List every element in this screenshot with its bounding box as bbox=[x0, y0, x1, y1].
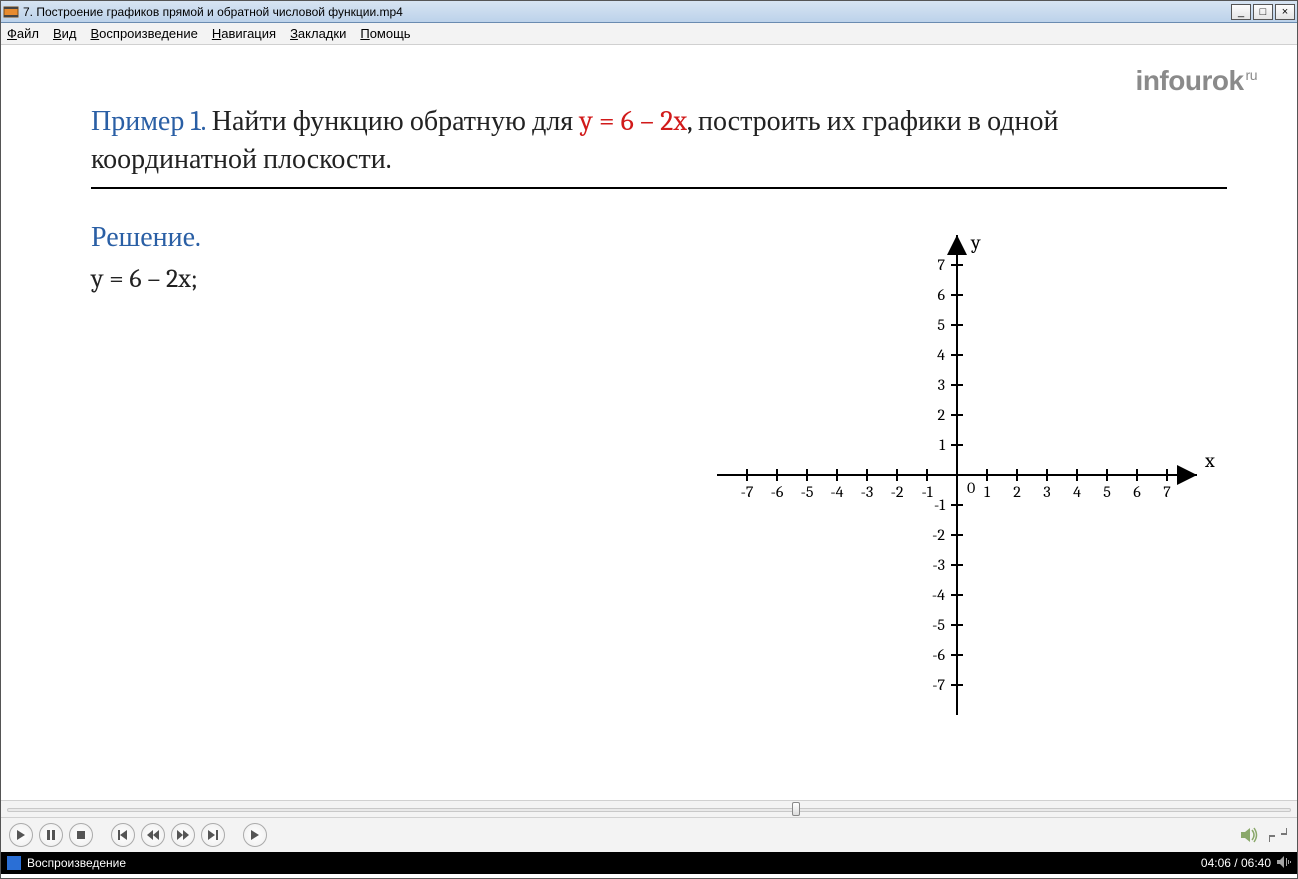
previous-button[interactable] bbox=[111, 823, 135, 847]
coordinate-chart: -7 -6 -5 -4 -3 -2 -1 1 2 3 4 5 6 7 -7 -6 -5 -4 -3 -2 -1 1 2 3 4 5… bbox=[677, 225, 1237, 729]
svg-text:-2: -2 bbox=[932, 526, 945, 544]
svg-text:3: 3 bbox=[1043, 483, 1050, 501]
svg-text:4: 4 bbox=[937, 346, 945, 364]
svg-text:-1: -1 bbox=[934, 496, 945, 514]
close-button[interactable]: × bbox=[1275, 4, 1295, 20]
svg-text:2: 2 bbox=[937, 406, 945, 424]
svg-text:7: 7 bbox=[937, 256, 945, 274]
svg-text:0: 0 bbox=[967, 479, 975, 497]
svg-text:5: 5 bbox=[1103, 483, 1111, 501]
example-label: Пример 1. bbox=[91, 105, 206, 137]
pause-button[interactable] bbox=[39, 823, 63, 847]
minimize-button[interactable]: _ bbox=[1231, 4, 1251, 20]
minimize-glyph: _ bbox=[1238, 6, 1244, 18]
svg-text:-1: -1 bbox=[921, 483, 932, 501]
svg-text:-3: -3 bbox=[861, 483, 874, 501]
video-area[interactable]: infourokru Пример 1. Найти функцию обрат… bbox=[1, 45, 1297, 800]
seek-track bbox=[7, 808, 1291, 812]
volume-icon[interactable] bbox=[1239, 824, 1261, 846]
menu-view[interactable]: Вид bbox=[53, 26, 77, 41]
problem-formula: y = 6 – 2x bbox=[579, 105, 687, 137]
svg-text:1: 1 bbox=[939, 436, 945, 454]
play-button[interactable] bbox=[9, 823, 33, 847]
forward-button[interactable] bbox=[171, 823, 195, 847]
svg-text:-6: -6 bbox=[771, 483, 784, 501]
step-frame-button[interactable] bbox=[243, 823, 267, 847]
fullscreen-icon[interactable] bbox=[1267, 824, 1289, 846]
svg-text:-3: -3 bbox=[932, 556, 945, 574]
svg-text:x: x bbox=[1204, 449, 1215, 472]
window-title: 7. Построение графиков прямой и обратной… bbox=[23, 5, 1231, 19]
svg-text:y: y bbox=[970, 231, 981, 254]
menu-help[interactable]: Помощь bbox=[360, 26, 410, 41]
menubar: Файл Вид Воспроизведение Навигация Закла… bbox=[1, 23, 1297, 45]
brand-logo-text: infourok bbox=[1136, 65, 1244, 96]
svg-text:6: 6 bbox=[1133, 483, 1141, 501]
svg-text:5: 5 bbox=[937, 316, 945, 334]
maximize-glyph: □ bbox=[1260, 6, 1267, 18]
rewind-button[interactable] bbox=[141, 823, 165, 847]
status-bar: Воспроизведение 04:06 / 06:40 bbox=[1, 852, 1297, 874]
window-buttons: _ □ × bbox=[1231, 4, 1295, 20]
next-button[interactable] bbox=[201, 823, 225, 847]
svg-text:6: 6 bbox=[937, 286, 945, 304]
svg-text:3: 3 bbox=[938, 376, 945, 394]
svg-text:2: 2 bbox=[1013, 483, 1021, 501]
svg-text:4: 4 bbox=[1073, 483, 1081, 501]
menu-navigation[interactable]: Навигация bbox=[212, 26, 276, 41]
total-time: 06:40 bbox=[1241, 856, 1271, 870]
status-icon bbox=[7, 856, 21, 870]
axes-svg: -7 -6 -5 -4 -3 -2 -1 1 2 3 4 5 6 7 -7 -6 -5 -4 -3 -2 -1 1 2 3 4 5… bbox=[677, 225, 1237, 725]
maximize-button[interactable]: □ bbox=[1253, 4, 1273, 20]
stop-button[interactable] bbox=[69, 823, 93, 847]
svg-text:-5: -5 bbox=[932, 616, 945, 634]
problem-statement: Пример 1. Найти функцию обратную для y =… bbox=[91, 103, 1227, 179]
svg-text:-6: -6 bbox=[932, 646, 945, 664]
titlebar: 7. Построение графиков прямой и обратной… bbox=[1, 1, 1297, 23]
menu-playback[interactable]: Воспроизведение bbox=[91, 26, 198, 41]
svg-text:-4: -4 bbox=[932, 586, 945, 604]
svg-text:-2: -2 bbox=[891, 483, 904, 501]
menu-bookmarks[interactable]: Закладки bbox=[290, 26, 346, 41]
svg-text:-7: -7 bbox=[932, 676, 945, 694]
audio-indicator-icon bbox=[1277, 856, 1291, 871]
close-glyph: × bbox=[1282, 6, 1288, 18]
problem-pre: Найти функцию обратную для bbox=[206, 105, 580, 137]
status-text: Воспроизведение bbox=[27, 856, 1201, 870]
brand-logo: infourokru bbox=[1136, 65, 1257, 97]
current-time: 04:06 bbox=[1201, 856, 1231, 870]
seek-bar[interactable] bbox=[1, 800, 1297, 818]
seek-thumb[interactable] bbox=[792, 802, 800, 816]
divider bbox=[91, 187, 1227, 189]
svg-text:-7: -7 bbox=[741, 483, 754, 501]
controls-bar bbox=[1, 818, 1297, 852]
svg-text:7: 7 bbox=[1163, 483, 1171, 501]
svg-text:-4: -4 bbox=[830, 483, 843, 501]
slide-content: infourokru Пример 1. Найти функцию обрат… bbox=[1, 45, 1297, 800]
app-icon bbox=[3, 4, 19, 20]
svg-text:1: 1 bbox=[984, 483, 990, 501]
menu-file[interactable]: Файл bbox=[7, 26, 39, 41]
brand-logo-sup: ru bbox=[1246, 67, 1257, 83]
playback-time: 04:06 / 06:40 bbox=[1201, 856, 1271, 870]
svg-text:-5: -5 bbox=[801, 483, 814, 501]
